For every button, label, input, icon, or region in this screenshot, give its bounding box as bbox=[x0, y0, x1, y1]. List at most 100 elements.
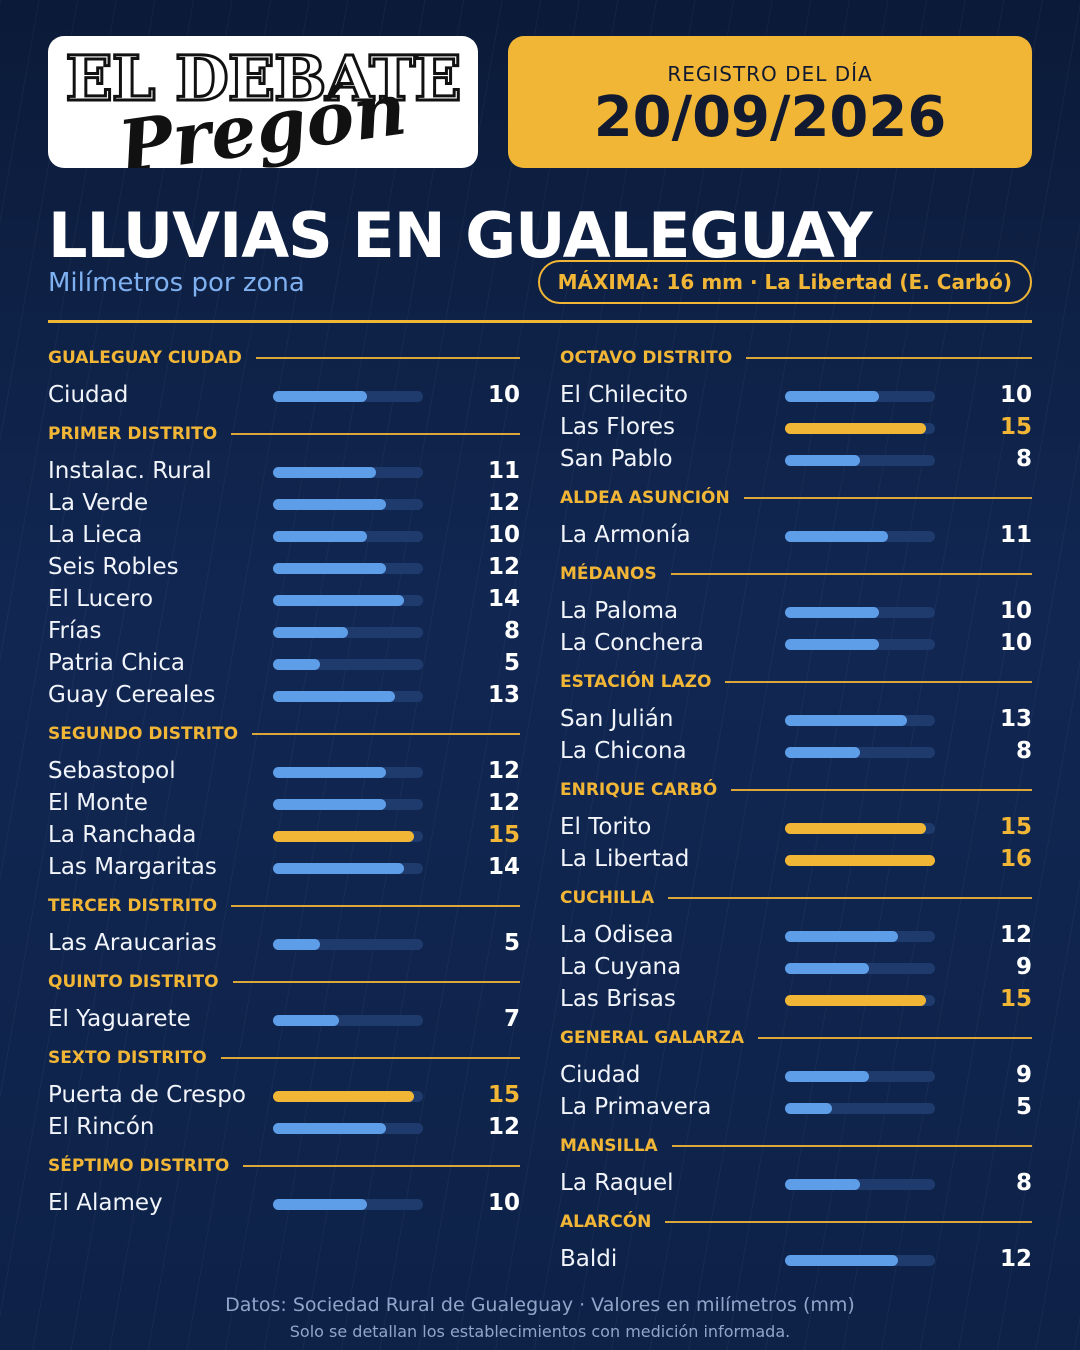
section-rule bbox=[243, 1165, 520, 1167]
bar-fill bbox=[785, 715, 907, 726]
station-label: El Alamey bbox=[48, 1190, 163, 1216]
station-label: Patria Chica bbox=[48, 650, 185, 676]
station-label: Frías bbox=[48, 618, 102, 644]
bar-fill bbox=[785, 1071, 869, 1082]
station-value: 16 bbox=[999, 846, 1032, 872]
station-value: 9 bbox=[1015, 1062, 1032, 1088]
bar-fill bbox=[785, 855, 935, 866]
bar-fill bbox=[273, 863, 404, 874]
station-row: Las Margaritas 14 bbox=[48, 852, 520, 884]
date-card: REGISTRO DEL DÍA 20/09/2026 bbox=[508, 36, 1032, 168]
bar-fill bbox=[273, 1015, 339, 1026]
bar-fill bbox=[785, 607, 879, 618]
bar-track bbox=[273, 627, 423, 638]
section-header: QUINTO DISTRITO bbox=[48, 960, 520, 1004]
station-label: Ciudad bbox=[560, 1062, 641, 1088]
station-row: El Torito 15 bbox=[560, 812, 1032, 844]
station-label: La Raquel bbox=[560, 1170, 674, 1196]
bar-track bbox=[785, 391, 935, 402]
bar-track bbox=[273, 659, 423, 670]
bar-track bbox=[785, 1255, 935, 1266]
bar-fill bbox=[785, 747, 860, 758]
station-row: El Alamey 10 bbox=[48, 1188, 520, 1220]
bar-fill bbox=[273, 563, 386, 574]
station-value: 14 bbox=[487, 854, 520, 880]
bar-fill bbox=[273, 627, 348, 638]
station-row: Las Brisas 15 bbox=[560, 984, 1032, 1016]
station-row: La Conchera 10 bbox=[560, 628, 1032, 660]
station-value: 10 bbox=[999, 630, 1032, 656]
station-row: Puerta de Crespo 15 bbox=[48, 1080, 520, 1112]
footer-note: Solo se detallan los establecimientos co… bbox=[289, 1322, 791, 1341]
station-row: La Cuyana 9 bbox=[560, 952, 1032, 984]
station-value: 12 bbox=[487, 758, 520, 784]
bar-track bbox=[273, 1015, 423, 1026]
station-label: La Primavera bbox=[560, 1094, 712, 1120]
station-value: 15 bbox=[999, 986, 1032, 1012]
station-label: Las Margaritas bbox=[48, 854, 217, 880]
section-header: SEGUNDO DISTRITO bbox=[48, 712, 520, 756]
station-value: 8 bbox=[1015, 738, 1032, 764]
section-header: ESTACIÓN LAZO bbox=[560, 660, 1032, 704]
station-row: Sebastopol 12 bbox=[48, 756, 520, 788]
station-value: 12 bbox=[999, 922, 1032, 948]
station-label: El Torito bbox=[560, 814, 652, 840]
station-value: 12 bbox=[487, 1114, 520, 1140]
station-value: 8 bbox=[1015, 446, 1032, 472]
bar-fill bbox=[273, 1123, 386, 1134]
station-row: Frías 8 bbox=[48, 616, 520, 648]
section-rule bbox=[670, 573, 1032, 575]
station-label: Las Flores bbox=[560, 414, 675, 440]
bar-track bbox=[785, 747, 935, 758]
station-row: La Libertad 16 bbox=[560, 844, 1032, 876]
station-value: 13 bbox=[487, 682, 520, 708]
bar-track bbox=[785, 639, 935, 650]
bar-fill bbox=[273, 499, 386, 510]
station-value: 9 bbox=[1015, 954, 1032, 980]
bar-fill bbox=[273, 467, 376, 478]
station-row: Patria Chica 5 bbox=[48, 648, 520, 680]
station-value: 11 bbox=[999, 522, 1032, 548]
bar-fill bbox=[785, 963, 869, 974]
section-header: PRIMER DISTRITO bbox=[48, 412, 520, 456]
station-row: El Chilecito 10 bbox=[560, 380, 1032, 412]
station-label: San Julián bbox=[560, 706, 674, 732]
section-header: SEXTO DISTRITO bbox=[48, 1036, 520, 1080]
station-value: 14 bbox=[487, 586, 520, 612]
station-row: La Paloma 10 bbox=[560, 596, 1032, 628]
station-row: El Monte 12 bbox=[48, 788, 520, 820]
station-value: 5 bbox=[503, 650, 520, 676]
station-value: 10 bbox=[487, 382, 520, 408]
bar-track bbox=[273, 595, 423, 606]
station-value: 8 bbox=[1015, 1170, 1032, 1196]
station-row: La Chicona 8 bbox=[560, 736, 1032, 768]
bar-track bbox=[785, 1103, 935, 1114]
bar-fill bbox=[273, 659, 320, 670]
section-header: GENERAL GALARZA bbox=[560, 1016, 1032, 1060]
bar-fill bbox=[785, 639, 879, 650]
station-value: 5 bbox=[1015, 1094, 1032, 1120]
bar-fill bbox=[785, 531, 888, 542]
section-rule bbox=[232, 981, 520, 983]
section-rule bbox=[671, 1145, 1032, 1147]
bar-fill bbox=[785, 423, 926, 434]
station-row: La Primavera 5 bbox=[560, 1092, 1032, 1124]
footer-source: Datos: Sociedad Rural de Gualeguay · Val… bbox=[225, 1294, 855, 1316]
station-value: 15 bbox=[999, 414, 1032, 440]
bar-track bbox=[273, 799, 423, 810]
date-value: 20/09/2026 bbox=[593, 85, 947, 150]
station-label: Las Brisas bbox=[560, 986, 676, 1012]
station-row: Seis Robles 12 bbox=[48, 552, 520, 584]
station-value: 7 bbox=[503, 1006, 520, 1032]
section-rule bbox=[758, 1037, 1032, 1039]
station-label: La Armonía bbox=[560, 522, 691, 548]
bar-track bbox=[273, 767, 423, 778]
bar-track bbox=[273, 499, 423, 510]
bar-track bbox=[273, 1123, 423, 1134]
bar-track bbox=[785, 931, 935, 942]
station-value: 12 bbox=[487, 554, 520, 580]
station-row: Las Flores 15 bbox=[560, 412, 1032, 444]
section-name: ENRIQUE CARBÓ bbox=[560, 780, 718, 800]
section-name: QUINTO DISTRITO bbox=[48, 972, 219, 992]
station-row: El Yaguarete 7 bbox=[48, 1004, 520, 1036]
